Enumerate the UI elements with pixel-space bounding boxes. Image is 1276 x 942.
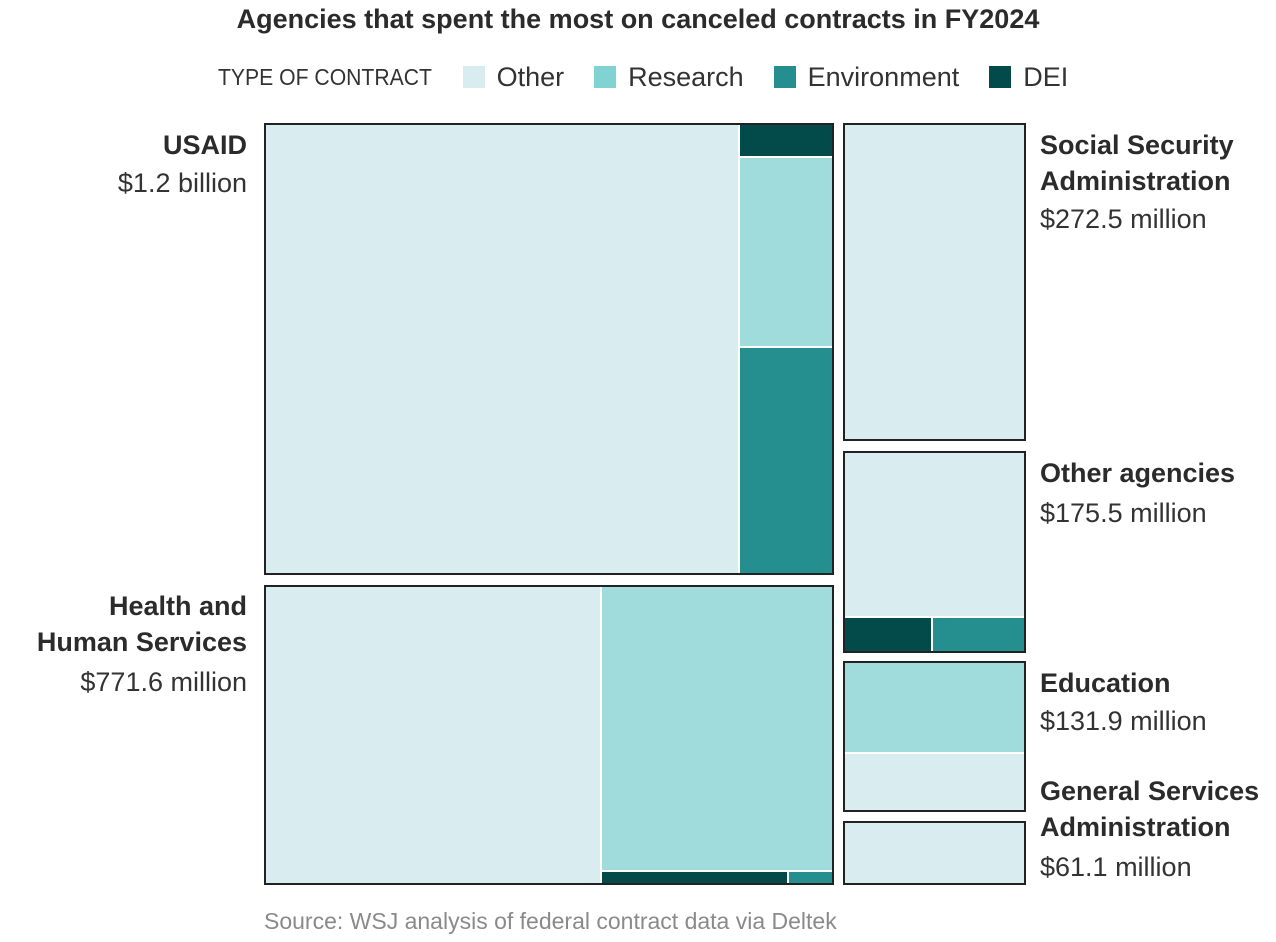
legend-swatch-research xyxy=(594,66,617,88)
legend: TYPE OF CONTRACT Other Research Environm… xyxy=(218,60,1098,94)
label-otheragencies: Other agencies $175.5 million xyxy=(1040,455,1235,531)
tile-otheragencies-dei xyxy=(843,618,931,653)
label-usaid-amount: $1.2 billion xyxy=(117,168,247,198)
label-gsa-name-line1: General Services xyxy=(1040,776,1260,806)
legend-label-other: Other xyxy=(496,61,565,92)
legend-label-dei: DEI xyxy=(1023,61,1069,92)
label-usaid-name: USAID xyxy=(162,130,247,160)
label-hhs-name-line2: Human Services xyxy=(36,627,247,657)
label-education: Education $131.9 million xyxy=(1040,665,1207,739)
tile-hhs-dei xyxy=(602,872,787,885)
legend-item-research: Research xyxy=(594,62,744,93)
label-ssa: Social Security Administration $272.5 mi… xyxy=(1040,127,1234,237)
source-note: Source: WSJ analysis of federal contract… xyxy=(264,908,837,934)
legend-swatch-other xyxy=(462,66,485,88)
legend-label-environment: Environment xyxy=(807,61,960,92)
legend-item-environment: Environment xyxy=(773,61,960,93)
tile-usaid-research xyxy=(740,158,833,346)
tile-usaid-dei xyxy=(740,123,833,156)
frame-hhs xyxy=(264,585,834,885)
label-hhs-amount: $771.6 million xyxy=(80,667,247,697)
legend-item-dei: DEI xyxy=(989,62,1068,93)
label-gsa-amount: $61.1 million xyxy=(1040,852,1192,882)
frame-usaid xyxy=(264,123,834,575)
tile-usaid-environment xyxy=(740,348,833,574)
label-usaid: USAID $1.2 billion xyxy=(0,127,247,201)
label-hhs-name-line1: Health and xyxy=(108,591,247,621)
label-ssa-name-line1: Social Security xyxy=(1040,130,1234,160)
label-ssa-amount: $272.5 million xyxy=(1040,204,1207,234)
label-otheragencies-amount: $175.5 million xyxy=(1040,498,1207,528)
label-education-amount: $131.9 million xyxy=(1040,706,1207,736)
tile-usaid-other xyxy=(264,123,738,574)
label-education-name: Education xyxy=(1040,668,1171,698)
legend-item-other: Other xyxy=(462,61,565,93)
frame-otheragencies xyxy=(843,451,1026,653)
label-otheragencies-name: Other agencies xyxy=(1040,458,1236,488)
frame-gsa xyxy=(843,821,1026,885)
tile-hhs-research xyxy=(602,585,834,870)
label-hhs: Health and Human Services $771.6 million xyxy=(0,588,247,700)
tile-gsa-other xyxy=(843,821,1026,885)
legend-label-research: Research xyxy=(628,61,744,92)
legend-heading: TYPE OF CONTRACT xyxy=(218,63,432,90)
tile-otheragencies-environment xyxy=(933,618,1026,653)
legend-swatch-dei xyxy=(989,66,1012,88)
tile-hhs-environment xyxy=(789,872,834,885)
label-gsa: General Services Administration $61.1 mi… xyxy=(1040,773,1259,885)
label-gsa-name-line2: Administration xyxy=(1040,812,1231,842)
frame-ssa xyxy=(843,123,1026,441)
tile-education-research xyxy=(843,661,1026,752)
chart-title: Agencies that spent the most on canceled… xyxy=(236,4,1040,34)
tile-hhs-other xyxy=(264,585,600,885)
legend-swatch-environment xyxy=(773,66,796,88)
tile-education-other xyxy=(843,754,1026,812)
tile-otheragencies-other xyxy=(843,451,1026,616)
tile-ssa-other xyxy=(843,123,1026,441)
frame-education xyxy=(843,661,1026,812)
label-ssa-name-line2: Administration xyxy=(1040,166,1231,196)
